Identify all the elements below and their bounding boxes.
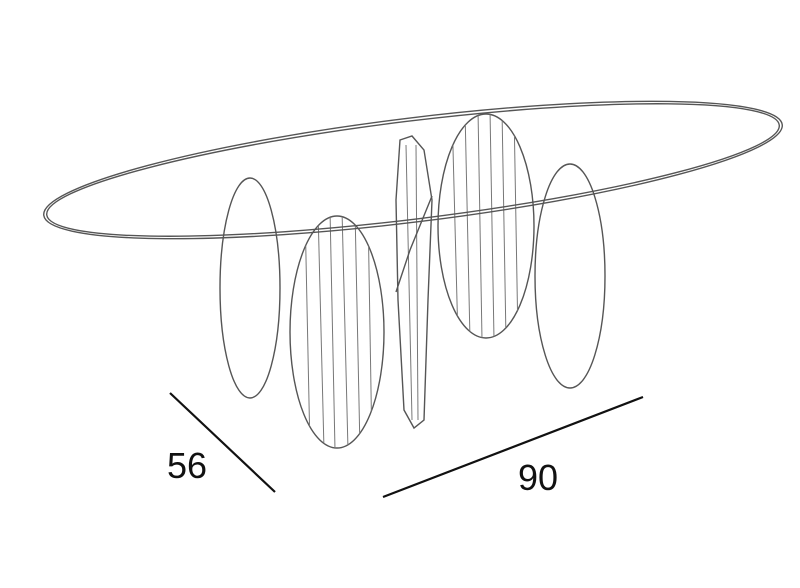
disc [289, 215, 385, 449]
disc [219, 177, 281, 399]
width-label: 90 [518, 457, 558, 498]
depth-label: 56 [167, 445, 207, 486]
disc [437, 113, 535, 339]
dimension-line [169, 392, 276, 493]
tabletop [43, 100, 783, 240]
disc [534, 163, 606, 389]
slab [395, 135, 433, 430]
dimension-line [382, 395, 644, 499]
